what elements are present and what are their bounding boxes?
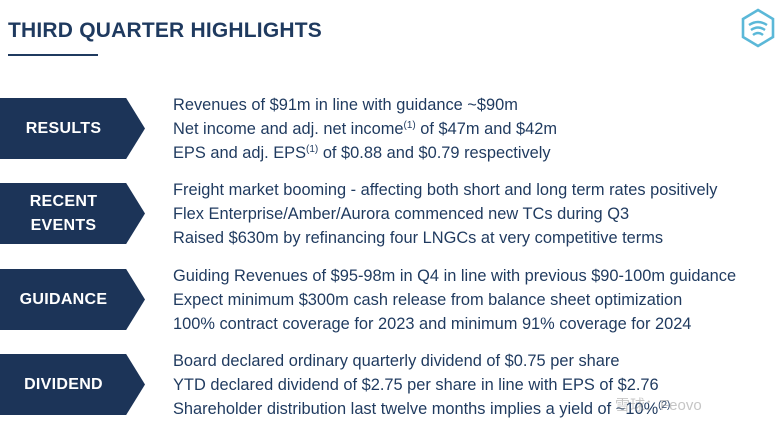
section-lines: Freight market booming - affecting both … <box>173 178 718 250</box>
section-lines: Board declared ordinary quarterly divide… <box>173 349 670 421</box>
highlight-line: 100% contract coverage for 2023 and mini… <box>173 315 692 333</box>
section-lines: Guiding Revenues of $95-98m in Q4 in lin… <box>173 264 736 336</box>
line-text: of $0.88 and $0.79 respectively <box>318 144 551 162</box>
footnote-marker: (1) <box>403 120 416 131</box>
highlight-line: Net income and adj. net income(1) of $47… <box>173 117 557 141</box>
line-text: Net income and adj. net income <box>173 120 404 138</box>
section-label-chevron: RECENT EVENTS <box>0 183 145 244</box>
footnote-marker: (2) <box>658 400 671 411</box>
highlight-line: Flex Enterprise/Amber/Aurora commenced n… <box>173 205 630 223</box>
highlight-line: Shareholder distribution last twelve mon… <box>173 397 670 421</box>
section-label-chevron: DIVIDEND <box>0 354 145 415</box>
section-label: RECENT EVENTS <box>29 192 98 234</box>
highlight-line: EPS and adj. EPS(1) of $0.88 and $0.79 r… <box>173 141 557 165</box>
title-underline <box>8 54 98 56</box>
highlight-line: YTD declared dividend of $2.75 per share… <box>173 376 659 394</box>
highlight-line: Guiding Revenues of $95-98m in Q4 in lin… <box>173 267 737 285</box>
footnote-marker: (1) <box>306 144 319 155</box>
page-title: THIRD QUARTER HIGHLIGHTS <box>8 19 322 42</box>
section-label-chevron: RESULTS <box>0 98 145 159</box>
section-label-chevron: GUIDANCE <box>0 269 145 330</box>
watermark: 雪球：Feovo <box>615 397 702 414</box>
section-lines: Revenues of $91m in line with guidance ~… <box>173 93 557 165</box>
highlight-line: Revenues of $91m in line with guidance ~… <box>173 96 518 114</box>
line-text: of $47m and $42m <box>415 120 557 138</box>
highlight-line: Freight market booming - affecting both … <box>173 181 718 199</box>
section-label: DIVIDEND <box>24 375 103 393</box>
section-label: GUIDANCE <box>19 290 108 308</box>
company-logo-icon <box>741 8 775 48</box>
highlight-line: Expect minimum $300m cash release from b… <box>173 291 683 309</box>
line-text: EPS and adj. EPS <box>173 144 307 162</box>
section-label: RESULTS <box>25 119 102 137</box>
line-text: Shareholder distribution last twelve mon… <box>173 400 659 418</box>
highlight-line: Board declared ordinary quarterly divide… <box>173 352 620 370</box>
highlight-line: Raised $630m by refinancing four LNGCs a… <box>173 229 664 247</box>
